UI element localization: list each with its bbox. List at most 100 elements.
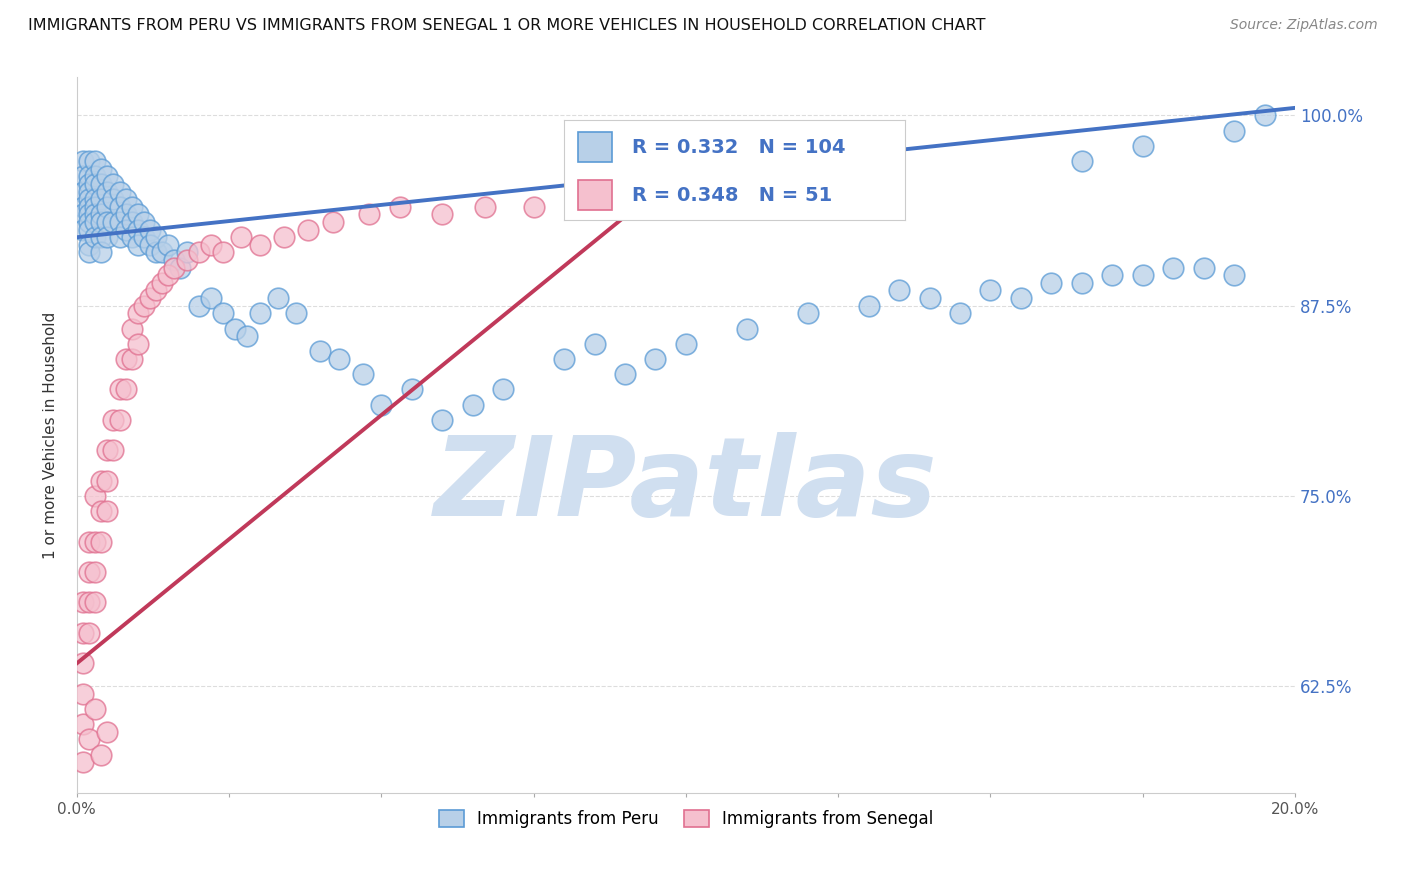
Point xyxy=(583,192,606,206)
Point xyxy=(84,565,107,579)
Point xyxy=(169,260,191,275)
Point xyxy=(72,687,94,701)
Point xyxy=(145,230,167,244)
Point xyxy=(322,215,344,229)
Point xyxy=(90,504,112,518)
Point xyxy=(108,413,131,427)
Point xyxy=(103,413,125,427)
Point xyxy=(523,200,546,214)
Point xyxy=(461,398,484,412)
Point xyxy=(675,336,697,351)
Point xyxy=(77,595,100,609)
Point xyxy=(77,732,100,747)
Point xyxy=(352,367,374,381)
Point xyxy=(77,169,100,184)
Point xyxy=(72,185,94,199)
Point xyxy=(121,215,143,229)
Point xyxy=(176,253,198,268)
Text: ZIPatlas: ZIPatlas xyxy=(434,432,938,539)
Point xyxy=(797,306,820,320)
Point xyxy=(1010,291,1032,305)
Point xyxy=(90,161,112,176)
Point xyxy=(96,215,118,229)
Point xyxy=(108,185,131,199)
Point xyxy=(1161,260,1184,275)
Point xyxy=(187,245,209,260)
Point xyxy=(492,383,515,397)
Point xyxy=(432,413,454,427)
Point xyxy=(1040,276,1063,290)
Point xyxy=(212,306,235,320)
Point xyxy=(200,291,222,305)
Point xyxy=(267,291,290,305)
Point xyxy=(84,215,107,229)
Point xyxy=(1223,268,1246,283)
Point xyxy=(157,268,180,283)
Point xyxy=(90,192,112,206)
Point xyxy=(77,565,100,579)
Point xyxy=(84,489,107,503)
Point xyxy=(96,169,118,184)
Point xyxy=(84,169,107,184)
Point xyxy=(96,504,118,518)
Point xyxy=(84,192,107,206)
Point xyxy=(388,200,411,214)
Point xyxy=(132,299,155,313)
Point xyxy=(72,756,94,770)
Legend: Immigrants from Peru, Immigrants from Senegal: Immigrants from Peru, Immigrants from Se… xyxy=(432,803,939,834)
Point xyxy=(90,215,112,229)
Point xyxy=(735,321,758,335)
Point xyxy=(72,154,94,169)
Point xyxy=(127,336,149,351)
Point xyxy=(200,237,222,252)
Point xyxy=(77,245,100,260)
Point xyxy=(145,284,167,298)
Point xyxy=(72,717,94,731)
Point xyxy=(1253,108,1275,122)
Point xyxy=(77,625,100,640)
Point xyxy=(1132,139,1154,153)
Point xyxy=(150,245,173,260)
Point xyxy=(108,200,131,214)
Point xyxy=(96,230,118,244)
Point xyxy=(90,747,112,762)
Point xyxy=(77,177,100,191)
Point xyxy=(1101,268,1123,283)
Point xyxy=(121,351,143,366)
Point xyxy=(224,321,246,335)
Point xyxy=(644,185,666,199)
Point xyxy=(249,237,271,252)
Point xyxy=(96,474,118,488)
Point xyxy=(132,230,155,244)
Point xyxy=(187,299,209,313)
Point xyxy=(96,443,118,458)
Point xyxy=(114,351,136,366)
Point xyxy=(309,344,332,359)
Text: IMMIGRANTS FROM PERU VS IMMIGRANTS FROM SENEGAL 1 OR MORE VEHICLES IN HOUSEHOLD : IMMIGRANTS FROM PERU VS IMMIGRANTS FROM … xyxy=(28,18,986,33)
Point xyxy=(231,230,253,244)
Text: Source: ZipAtlas.com: Source: ZipAtlas.com xyxy=(1230,18,1378,32)
Point xyxy=(77,185,100,199)
Point xyxy=(150,276,173,290)
Point xyxy=(84,154,107,169)
Point xyxy=(121,200,143,214)
Point xyxy=(359,207,381,221)
Point xyxy=(979,284,1001,298)
Point xyxy=(139,291,162,305)
Point xyxy=(90,177,112,191)
Point xyxy=(163,253,186,268)
Point xyxy=(77,222,100,236)
Point xyxy=(212,245,235,260)
Point xyxy=(273,230,295,244)
Point xyxy=(72,207,94,221)
Point xyxy=(644,351,666,366)
Point xyxy=(96,724,118,739)
Point xyxy=(1132,268,1154,283)
Point xyxy=(103,443,125,458)
Point xyxy=(72,625,94,640)
Point xyxy=(157,237,180,252)
Point xyxy=(77,154,100,169)
Point xyxy=(84,595,107,609)
Point xyxy=(127,306,149,320)
Point xyxy=(77,200,100,214)
